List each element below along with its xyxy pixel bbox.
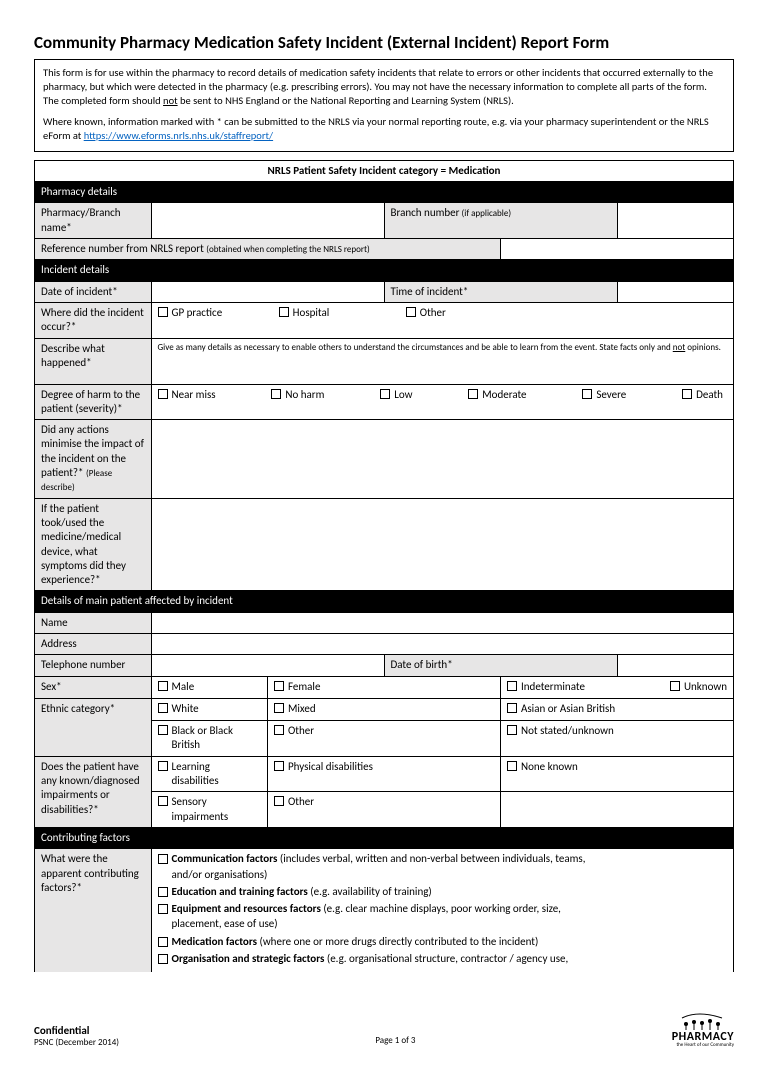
label-pharmacy-name: Pharmacy/Branch name*: [35, 203, 152, 239]
opt-eth-notstated[interactable]: Not stated/unknown: [501, 721, 734, 757]
input-pharmacy-name[interactable]: [151, 203, 384, 239]
footer-left: Confidential PSNC (December 2014): [34, 1024, 119, 1048]
footer-page: Page 1 of 3: [119, 1035, 672, 1048]
section-patient: Details of main patient affected by inci…: [35, 591, 734, 612]
intro-not: not: [163, 94, 178, 107]
intro-p1b: be sent to NHS England or the National R…: [178, 94, 514, 107]
opt-dis-learning[interactable]: Learning disabilities: [151, 756, 268, 792]
opt-sev-low[interactable]: Low: [380, 388, 412, 402]
input-branch-number[interactable]: [617, 203, 734, 239]
opt-dis-physical[interactable]: Physical disabilities: [268, 756, 501, 792]
opt-where-other[interactable]: Other: [406, 306, 446, 320]
label-minimise: Did any actions minimise the impact of t…: [35, 420, 152, 498]
footer-org: PSNC (December 2014): [34, 1037, 119, 1048]
opt-sex-indeterminate[interactable]: Indeterminate: [507, 680, 585, 694]
opt-eth-other[interactable]: Other: [268, 721, 501, 757]
input-factors: Communication factors (includes verbal, …: [151, 849, 734, 973]
opt-sev-nearmiss[interactable]: Near miss: [158, 388, 216, 402]
opt-sex-female[interactable]: Female: [268, 676, 501, 698]
opt-sex-unknown[interactable]: Unknown: [670, 680, 727, 694]
opt-sev-moderate[interactable]: Moderate: [468, 388, 526, 402]
opt-dis-blank: [501, 792, 734, 828]
intro-box: This form is for use within the pharmacy…: [34, 59, 734, 152]
opt-sev-noharm[interactable]: No harm: [271, 388, 324, 402]
opt-sev-death[interactable]: Death: [682, 388, 723, 402]
footer-confidential: Confidential: [34, 1024, 119, 1037]
opt-sex-male[interactable]: Male: [151, 676, 268, 698]
input-time-incident[interactable]: [617, 281, 734, 302]
intro-p2: Where known, information marked with * c…: [43, 115, 725, 143]
input-date-incident[interactable]: [151, 281, 384, 302]
opt-eth-white[interactable]: White: [151, 698, 268, 720]
opt-where-hospital[interactable]: Hospital: [279, 306, 330, 320]
label-telephone: Telephone number: [35, 655, 152, 676]
opt-sex-other: Indeterminate Unknown: [501, 676, 734, 698]
label-date-incident: Date of incident*: [35, 281, 152, 302]
label-ethnic: Ethnic category*: [35, 698, 152, 756]
report-form-table: NRLS Patient Safety Incident category = …: [34, 160, 734, 972]
factor-medication[interactable]: Medication factors (where one or more dr…: [158, 935, 728, 949]
input-address[interactable]: [151, 633, 734, 654]
input-symptoms[interactable]: [151, 498, 734, 591]
input-name[interactable]: [151, 612, 734, 633]
label-severity: Degree of harm to the patient (severity)…: [35, 384, 152, 420]
factor-equipment[interactable]: Equipment and resources factors (e.g. cl…: [158, 902, 728, 916]
label-ref-number: Reference number from NRLS report (obtai…: [35, 239, 501, 260]
factor-equipment-cont: placement, ease of use): [158, 917, 728, 931]
intro-p1: This form is for use within the pharmacy…: [43, 66, 725, 109]
category-header: NRLS Patient Safety Incident category = …: [35, 160, 734, 181]
page-title: Community Pharmacy Medication Safety Inc…: [34, 32, 734, 53]
section-pharmacy: Pharmacy details: [35, 182, 734, 203]
label-branch-number: Branch number (if applicable): [384, 203, 617, 239]
label-describe: Describe what happened*: [35, 338, 152, 384]
opt-eth-black[interactable]: Black or Black British: [151, 721, 268, 757]
input-where: GP practice Hospital Other: [151, 302, 734, 338]
describe-hint: Give as many details as necessary to ena…: [158, 342, 728, 354]
opt-dis-other[interactable]: Other: [268, 792, 501, 828]
factor-organisation[interactable]: Organisation and strategic factors (e.g.…: [158, 952, 728, 966]
label-time-incident: Time of incident*: [384, 281, 617, 302]
input-minimise[interactable]: [151, 420, 734, 498]
opt-dis-sensory[interactable]: Sensory impairments: [151, 792, 268, 828]
logo-subtext: the Heart of our Community: [672, 1042, 734, 1048]
section-contributing: Contributing factors: [35, 827, 734, 848]
pharmacy-logo-icon: [674, 1012, 734, 1030]
label-symptoms: If the patient took/used the medicine/me…: [35, 498, 152, 591]
input-ref-number[interactable]: [501, 239, 734, 260]
factor-education[interactable]: Education and training factors (e.g. ava…: [158, 885, 728, 899]
input-severity: Near miss No harm Low Moderate Severe De…: [151, 384, 734, 420]
page-footer: Confidential PSNC (December 2014) Page 1…: [34, 1012, 734, 1048]
opt-where-gp[interactable]: GP practice: [158, 306, 223, 320]
input-describe[interactable]: Give as many details as necessary to ena…: [151, 338, 734, 384]
nrls-link[interactable]: https://www.eforms.nrls.nhs.uk/staffrepo…: [84, 129, 273, 142]
label-disabilities: Does the patient have any known/diagnose…: [35, 756, 152, 827]
label-where: Where did the incident occur?*: [35, 302, 152, 338]
section-incident: Incident details: [35, 260, 734, 281]
opt-sev-severe[interactable]: Severe: [582, 388, 626, 402]
label-factors: What were the apparent contributing fact…: [35, 849, 152, 973]
factor-communication[interactable]: Communication factors (includes verbal, …: [158, 852, 728, 866]
input-telephone[interactable]: [151, 655, 384, 676]
footer-logo: PHARMACY the Heart of our Community: [672, 1012, 734, 1048]
input-dob[interactable]: [617, 655, 734, 676]
opt-eth-asian[interactable]: Asian or Asian British: [501, 698, 734, 720]
label-address: Address: [35, 633, 152, 654]
factor-communication-cont: and/or organisations): [158, 868, 728, 882]
label-dob: Date of birth*: [384, 655, 617, 676]
opt-eth-mixed[interactable]: Mixed: [268, 698, 501, 720]
opt-dis-none[interactable]: None known: [501, 756, 734, 792]
label-sex: Sex*: [35, 676, 152, 698]
label-name: Name: [35, 612, 152, 633]
